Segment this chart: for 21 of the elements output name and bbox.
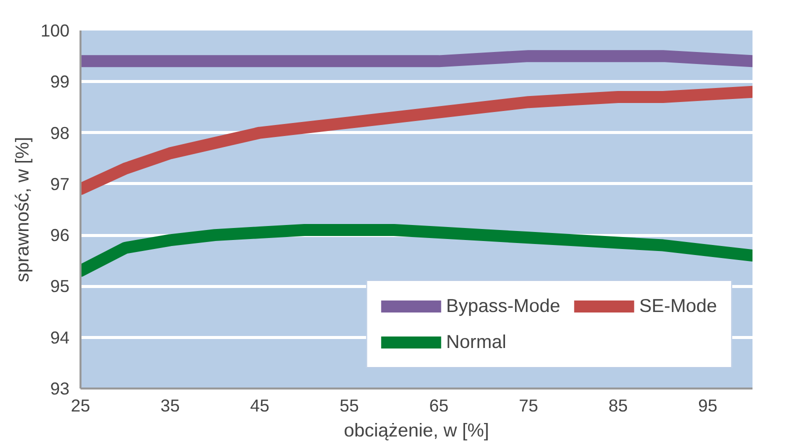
legend-label: SE-Mode xyxy=(639,295,717,317)
x-tick-label: 25 xyxy=(70,396,90,416)
legend-label: Bypass-Mode xyxy=(446,295,560,317)
x-tick-label: 35 xyxy=(160,396,180,416)
x-tick-label: 75 xyxy=(518,396,538,416)
x-tick-label: 85 xyxy=(608,396,628,416)
y-axis-title: sprawność, w [%] xyxy=(12,136,33,282)
y-tick-label: 99 xyxy=(50,72,70,92)
x-axis-title: obciążenie, w [%] xyxy=(344,420,490,440)
x-tick-label: 65 xyxy=(429,396,449,416)
y-tick-label: 97 xyxy=(50,174,70,194)
y-tick-label: 100 xyxy=(40,20,70,40)
x-tick-label: 55 xyxy=(340,396,359,416)
x-tick-label: 45 xyxy=(250,396,270,416)
y-tick-label: 95 xyxy=(50,276,70,296)
legend-label: Normal xyxy=(446,331,506,353)
y-tick-label: 96 xyxy=(50,225,70,246)
y-tick-label: 94 xyxy=(50,327,70,348)
x-tick-label: 95 xyxy=(698,396,718,416)
y-tick-label: 98 xyxy=(50,122,70,143)
y-tick-label: 93 xyxy=(50,378,70,398)
